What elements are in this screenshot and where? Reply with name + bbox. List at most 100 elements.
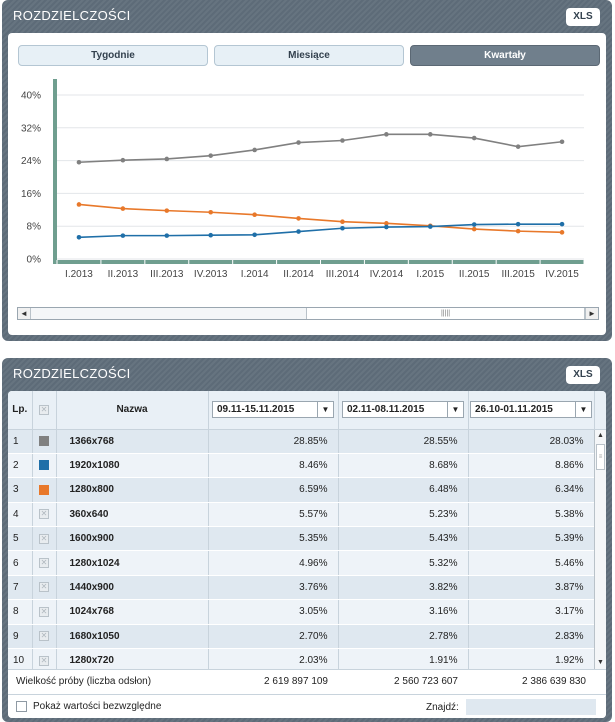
scroll-down-icon[interactable]: ▼	[597, 659, 604, 666]
share-value: 28.55%	[338, 429, 469, 454]
share-value: 28.03%	[468, 429, 595, 454]
series-color-swatch[interactable]	[39, 460, 49, 471]
share-value: 6.34%	[468, 477, 595, 503]
row-number: 6	[8, 550, 33, 576]
table-row[interactable]: 7 ✕ 1440x900 3.76% 3.82% 3.87%	[8, 575, 606, 601]
table-row[interactable]: 4 ✕ 360x640 5.57% 5.23% 5.38%	[8, 502, 606, 528]
table-row[interactable]: 2 1920x1080 8.46% 8.68% 8.86%	[8, 453, 606, 479]
share-value: 3.87%	[468, 575, 595, 601]
table-row[interactable]: 1 1366x768 28.85% 28.55% 28.03%	[8, 429, 606, 454]
period-select-1[interactable]: 09.11-15.11.2015 ▼	[212, 401, 334, 419]
absolute-values-checkbox[interactable]	[16, 701, 27, 712]
row-number: 8	[8, 599, 33, 625]
data-point	[120, 206, 126, 211]
chevron-down-icon[interactable]: ▼	[575, 402, 591, 418]
resolution-name: 1024x768	[56, 599, 209, 625]
series-color-swatch[interactable]	[39, 484, 49, 495]
resolution-name: 1440x900	[56, 575, 209, 601]
chart-horizontal-scrollbar[interactable]: ◄ ||||| ►	[17, 307, 599, 320]
table-panel-title: ROZDZIELCZOŚCI	[13, 366, 131, 381]
add-to-chart-icon[interactable]: ✕	[39, 582, 49, 593]
chevron-down-icon[interactable]: ▼	[317, 402, 333, 418]
x-tick-label: II.2013	[108, 269, 139, 280]
row-color-cell	[32, 429, 57, 454]
absolute-values-label[interactable]: Pokaż wartości bezwzględne	[33, 701, 162, 712]
period-select-2[interactable]: 02.11-08.11.2015 ▼	[342, 401, 464, 419]
share-value: 5.38%	[468, 502, 595, 528]
resolution-name: 1366x768	[56, 429, 209, 454]
row-number: 9	[8, 624, 33, 650]
chart-panel: ROZDZIELCZOŚCI XLS Tygodnie Miesiące Kwa…	[2, 0, 612, 341]
data-point	[384, 132, 389, 137]
xls-export-button[interactable]: XLS	[566, 8, 600, 26]
tab-weeks[interactable]: Tygodnie	[18, 45, 208, 66]
add-to-chart-icon[interactable]: ✕	[39, 655, 49, 666]
x-tick-label: IV.2013	[194, 269, 228, 280]
x-tick-label: II.2014	[283, 269, 314, 280]
header-lp: Lp.	[8, 391, 33, 430]
y-tick-label: 24%	[21, 156, 41, 167]
resolution-name: 1280x1024	[56, 550, 209, 576]
share-value: 2.70%	[208, 624, 339, 650]
tab-quarters[interactable]: Kwartały	[410, 45, 600, 66]
data-point	[296, 216, 301, 221]
scroll-right-icon[interactable]: ►	[585, 308, 598, 319]
header-period-1: 09.11-15.11.2015 ▼	[208, 391, 339, 430]
period-select-3[interactable]: 26.10-01.11.2015 ▼	[470, 401, 592, 419]
add-to-chart-icon[interactable]: ✕	[39, 509, 49, 520]
table-panel-body: Lp. ✕ Nazwa 09.11-15.11.2015 ▼ 02.11-08.1…	[8, 391, 606, 718]
table-row[interactable]: 9 ✕ 1680x1050 2.70% 2.78% 2.83%	[8, 624, 606, 650]
line-chart: 40% 32% 24% 16% 8% 0% I.2013 II.2013 III.2013 IV.…	[21, 79, 585, 280]
add-to-chart-icon[interactable]: ✕	[39, 558, 49, 568]
y-tick-label: 32%	[21, 123, 41, 134]
share-value: 5.39%	[468, 526, 595, 552]
data-point	[164, 156, 170, 162]
add-to-chart-icon[interactable]: ✕	[39, 533, 49, 544]
data-point	[252, 147, 257, 153]
table-vertical-scrollbar[interactable]: ▲ ≡ ▼	[594, 430, 606, 669]
data-point	[559, 221, 565, 227]
scroll-up-icon[interactable]: ▲	[597, 432, 604, 439]
row-color-cell: ✕	[32, 599, 57, 625]
table-row[interactable]: 5 ✕ 1600x900 5.35% 5.43% 5.39%	[8, 526, 606, 552]
scroll-left-icon[interactable]: ◄	[18, 308, 31, 319]
add-to-chart-icon[interactable]: ✕	[39, 606, 49, 617]
row-number: 3	[8, 477, 33, 503]
share-value: 5.57%	[208, 502, 339, 528]
table-row[interactable]: 8 ✕ 1024x768 3.05% 3.16% 3.17%	[8, 599, 606, 625]
tab-months[interactable]: Miesiące	[214, 45, 404, 66]
scroll-thumb[interactable]: |||||	[306, 308, 585, 319]
share-value: 6.48%	[338, 477, 469, 503]
clear-color-icon[interactable]: ✕	[39, 405, 49, 416]
series-line	[78, 203, 563, 234]
header-period-2: 02.11-08.11.2015 ▼	[338, 391, 469, 430]
table-row[interactable]: 3 1280x800 6.59% 6.48% 6.34%	[8, 477, 606, 503]
x-tick-label: IV.2015	[545, 269, 579, 280]
share-value: 5.23%	[338, 502, 469, 528]
data-point	[384, 224, 389, 230]
series-color-swatch[interactable]	[39, 436, 49, 447]
x-tick-label: I.2015	[416, 269, 444, 280]
share-value: 8.86%	[468, 453, 595, 479]
row-number: 4	[8, 502, 33, 528]
data-point	[252, 212, 257, 218]
table-row[interactable]: 6 ✕ 1280x1024 4.96% 5.32% 5.46%	[8, 550, 606, 576]
find-input[interactable]	[466, 699, 596, 715]
data-point	[427, 224, 433, 229]
series-line	[78, 133, 563, 164]
data-point	[427, 132, 433, 137]
data-point	[208, 153, 214, 158]
data-point	[340, 138, 345, 143]
scroll-thumb-vertical[interactable]: ≡	[596, 444, 605, 470]
data-point	[471, 222, 477, 227]
share-value: 3.05%	[208, 599, 339, 625]
x-tick-label: I.2014	[241, 269, 269, 280]
table-panel: ROZDZIELCZOŚCI XLS Lp. ✕ Nazwa 09.11-15.…	[2, 358, 612, 722]
data-point	[164, 233, 170, 238]
share-value: 8.46%	[208, 453, 339, 479]
add-to-chart-icon[interactable]: ✕	[39, 631, 49, 642]
xls-export-button-table[interactable]: XLS	[566, 366, 600, 384]
y-tick-label: 40%	[21, 91, 41, 102]
data-point	[559, 139, 565, 145]
chevron-down-icon[interactable]: ▼	[447, 402, 463, 418]
